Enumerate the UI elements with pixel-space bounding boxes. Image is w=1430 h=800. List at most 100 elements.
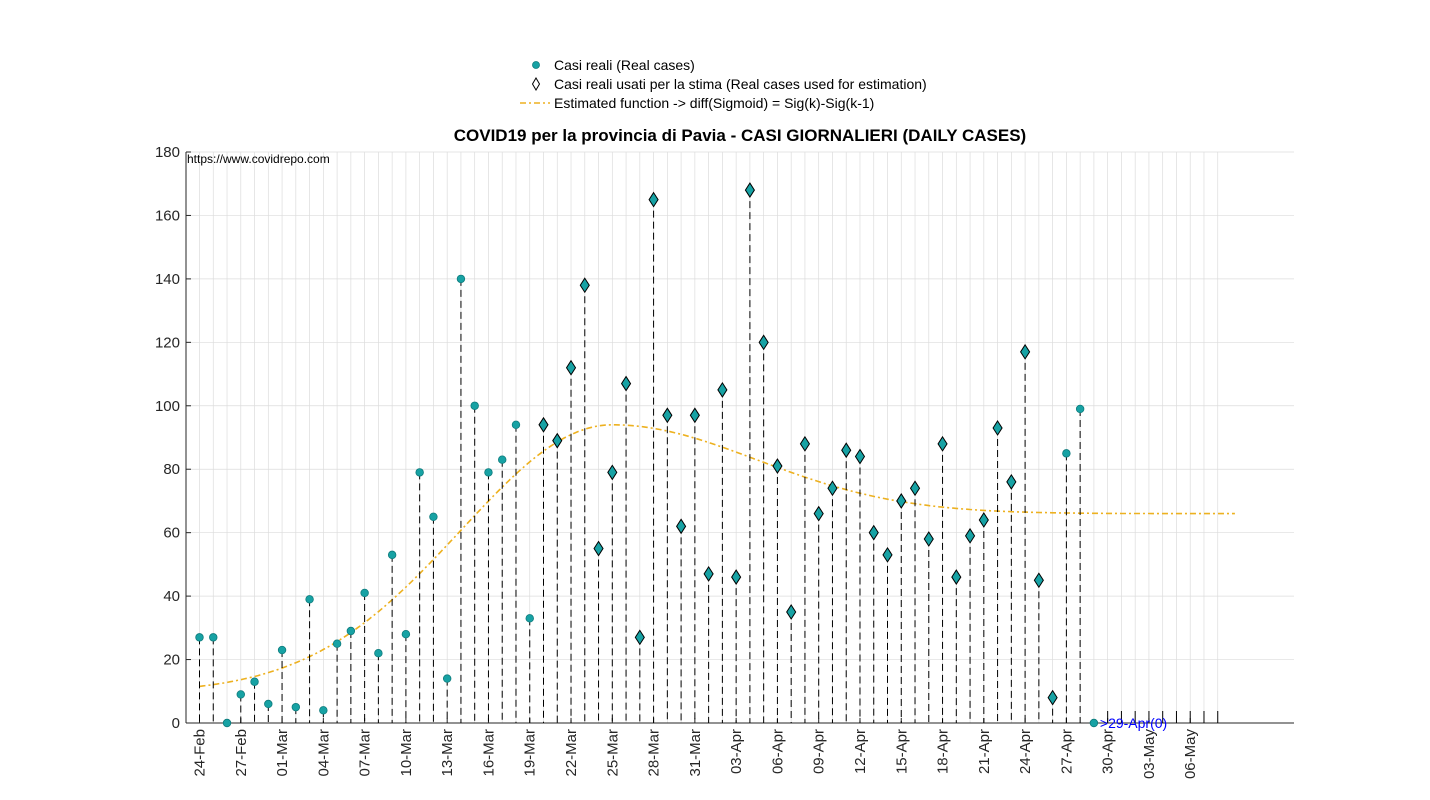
data-point <box>291 702 301 712</box>
estimation-point <box>992 420 1003 436</box>
x-tick-label: 27-Apr <box>1058 729 1075 774</box>
data-point <box>1075 404 1085 414</box>
data-point <box>484 468 493 477</box>
data-point <box>250 677 259 686</box>
x-tick-label: 03-Apr <box>728 729 745 774</box>
estimation-point <box>813 505 824 522</box>
estimation-point <box>882 546 893 563</box>
x-tick-label: 30-Apr <box>1100 729 1117 774</box>
estimation-point <box>579 277 590 294</box>
estimation-point <box>731 569 742 586</box>
estimation-point <box>951 569 962 586</box>
data-point <box>305 595 314 604</box>
y-tick-label: 60 <box>163 525 180 542</box>
estimation-point <box>565 359 577 376</box>
y-tick-label: 140 <box>155 271 180 288</box>
estimation-point <box>964 527 976 544</box>
data-point <box>360 588 369 598</box>
x-tick-label: 04-Mar <box>315 729 332 777</box>
x-tick-label: 25-Mar <box>604 729 621 777</box>
source-url: https://www.covidrepo.com <box>187 152 330 166</box>
data-point <box>236 690 245 699</box>
estimation-point <box>937 435 948 452</box>
x-tick-label: 10-Mar <box>398 729 415 777</box>
y-tick-label: 20 <box>163 652 180 669</box>
data-point <box>511 420 521 430</box>
estimation-point <box>896 493 907 509</box>
x-tick-label: 24-Apr <box>1017 729 1034 774</box>
estimation-point <box>744 182 755 198</box>
estimation-point <box>1047 689 1058 706</box>
x-tick-label: 07-Mar <box>357 729 374 777</box>
estimation-point <box>538 416 549 433</box>
data-point <box>374 649 383 658</box>
x-tick-label: 01-Mar <box>274 729 291 777</box>
x-tick-label: 27-Feb <box>233 729 250 777</box>
x-tick-label: 16-Mar <box>480 729 497 777</box>
estimation-point <box>607 464 618 481</box>
x-tick-label: 12-Apr <box>852 729 869 774</box>
estimation-point <box>758 334 769 351</box>
data-point <box>401 629 411 639</box>
x-tick-label: 06-May <box>1182 729 1199 780</box>
x-tick-label: 03-May <box>1141 729 1158 780</box>
estimation-point <box>717 381 728 398</box>
data-point <box>209 633 218 642</box>
estimation-point <box>620 375 632 392</box>
y-tick-label: 120 <box>155 334 180 351</box>
x-tick-label: 21-Apr <box>976 729 993 774</box>
x-tick-label: 24-Feb <box>192 729 209 777</box>
estimation-point <box>703 565 714 582</box>
y-tick-label: 160 <box>155 207 180 224</box>
y-tick-label: 40 <box>163 588 180 605</box>
estimation-point <box>772 458 783 474</box>
estimation-point <box>662 407 673 424</box>
estimation-point <box>676 518 687 535</box>
data-point <box>415 468 424 477</box>
legend-real-label: Casi reali (Real cases) <box>554 57 695 73</box>
x-tick-label: 15-Apr <box>893 729 910 774</box>
estimation-point <box>909 480 921 497</box>
estimation-point <box>978 512 989 528</box>
data-point <box>470 401 479 410</box>
legend: Casi reali (Real cases) Casi reali usati… <box>520 57 927 111</box>
estimation-point <box>854 448 866 465</box>
estimation-point <box>648 191 659 208</box>
plot-background <box>186 152 1294 723</box>
estimation-point <box>786 604 797 620</box>
data-point <box>222 718 232 728</box>
y-tick-label: 180 <box>155 144 180 161</box>
estimation-point <box>923 531 934 547</box>
x-tick-label: 28-Mar <box>646 729 663 777</box>
x-tick-label: 09-Apr <box>811 729 828 774</box>
last-value-annotation: >29-Apr(0) <box>1100 715 1167 731</box>
estimation-point <box>1033 572 1044 589</box>
y-tick-label: 0 <box>172 715 180 732</box>
plot-area: 0 20 40 60 80 100 120 140 160 180 24-Feb 27-Feb 01-M… <box>155 144 1294 779</box>
data-point <box>264 699 273 709</box>
data-point <box>429 512 438 522</box>
x-tick-label: 19-Mar <box>522 729 539 777</box>
estimation-point <box>1006 473 1017 490</box>
data-point <box>1062 449 1071 458</box>
estimation-point <box>552 432 563 449</box>
data-point <box>332 639 342 648</box>
x-tick-label: 31-Mar <box>687 729 704 777</box>
estimation-point <box>827 480 838 497</box>
estimation-point <box>868 524 879 541</box>
data-point <box>277 645 287 655</box>
estimation-point <box>841 442 852 459</box>
data-point <box>346 626 356 636</box>
data-point <box>1089 718 1099 728</box>
data-point <box>498 455 507 464</box>
x-tick-label: 06-Apr <box>769 729 786 774</box>
legend-fit-label: Estimated function -> diff(Sigmoid) = Si… <box>554 95 874 111</box>
chart-title: COVID19 per la provincia di Pavia - CASI… <box>454 126 1026 145</box>
y-tick-label: 80 <box>163 461 180 478</box>
estimation-point <box>689 407 700 424</box>
legend-used-label: Casi reali usati per la stima (Real case… <box>554 76 927 92</box>
x-tick-label: 13-Mar <box>439 729 456 777</box>
estimation-point <box>593 540 604 557</box>
data-point <box>387 550 397 560</box>
